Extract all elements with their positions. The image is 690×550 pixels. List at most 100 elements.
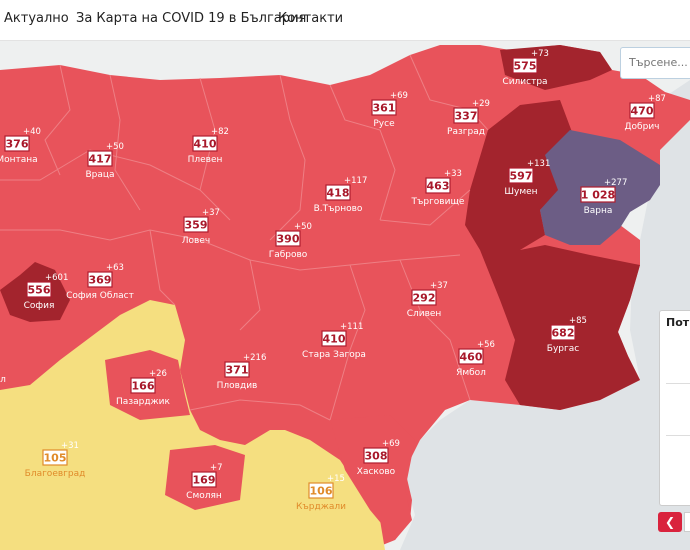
case-count: 417: [89, 153, 112, 166]
province-label[interactable]: 556+601 София: [24, 273, 69, 311]
new-cases: +601: [45, 273, 68, 283]
case-count-box: [4, 135, 30, 152]
province-name: Кърджали: [296, 502, 346, 512]
case-count-box: [453, 107, 479, 124]
new-cases: +73: [531, 49, 549, 59]
province-label[interactable]: 463+33 Търговище: [411, 169, 465, 207]
new-cases: +26: [149, 369, 167, 379]
red-haskovo: [330, 415, 415, 540]
nav-link-current[interactable]: Актуално: [4, 11, 69, 26]
province-name: Хасково: [357, 467, 396, 477]
province-label[interactable]: 418+117 В.Търново: [314, 176, 368, 214]
case-count: 470: [631, 105, 654, 118]
province-label[interactable]: 460+56 Ямбол: [456, 340, 495, 378]
new-cases: +87: [648, 94, 666, 104]
case-count-box: [550, 324, 576, 341]
province-label[interactable]: жил: [0, 375, 6, 385]
province-label[interactable]: 390+50 Габрово: [269, 222, 312, 260]
case-count: 410: [194, 138, 217, 151]
province-label[interactable]: 376+40 Монтана: [0, 127, 41, 165]
case-count: 390: [277, 233, 300, 246]
nav-link-about-map[interactable]: За Карта на COVID 19 в България: [76, 11, 307, 26]
case-count-box: [183, 216, 209, 233]
new-cases: +111: [340, 322, 363, 332]
nav-link-contacts[interactable]: Контакти: [278, 11, 344, 26]
case-count: 556: [28, 284, 51, 297]
case-count: 308: [365, 450, 388, 463]
province-name: Монтана: [0, 155, 38, 165]
province-name: Габрово: [269, 250, 308, 260]
case-count-box: [629, 102, 655, 119]
case-count-box: [224, 361, 250, 378]
new-cases: +37: [202, 208, 220, 218]
new-cases: +40: [23, 127, 41, 137]
case-count: 597: [510, 170, 533, 183]
case-count-box: [192, 135, 218, 152]
dark-silistra: [500, 45, 612, 90]
province-label[interactable]: 169+7 Смолян: [186, 463, 222, 501]
province-label[interactable]: 417+50 Враца: [85, 142, 123, 180]
case-count: 359: [185, 219, 208, 232]
new-cases: +85: [569, 316, 587, 326]
case-count: 410: [323, 333, 346, 346]
search-input[interactable]: [621, 48, 690, 69]
province-name: Стара Загора: [302, 350, 366, 360]
new-cases: +277: [604, 178, 627, 188]
case-count-box: [87, 271, 113, 288]
province-label[interactable]: 470+87 Добрич: [625, 94, 666, 132]
province-label[interactable]: 371+216 Пловдив: [217, 353, 267, 391]
new-cases: +50: [106, 142, 124, 152]
case-count-box: [308, 482, 334, 499]
next-button[interactable]: [684, 512, 690, 532]
province-label[interactable]: 410+111 Стара Загора: [302, 322, 366, 360]
province-name: Благоевград: [25, 469, 86, 479]
case-count-box: [512, 57, 538, 74]
top-navigation: Актуално За Карта на COVID 19 в България…: [0, 0, 690, 41]
case-count: 1 028: [581, 189, 615, 202]
case-count: 166: [132, 380, 155, 393]
previous-button[interactable]: ❮: [658, 512, 682, 532]
panel-divider: [666, 383, 690, 384]
province-label[interactable]: 369+63 София Област: [66, 263, 134, 301]
case-count-box: [87, 150, 113, 167]
province-label[interactable]: 106+15 Кърджали: [296, 474, 346, 512]
case-count: 463: [427, 180, 450, 193]
new-cases: +56: [477, 340, 495, 350]
province-label[interactable]: 105+31 Благоевград: [25, 441, 86, 479]
yellow-region-west: [0, 300, 385, 550]
new-cases: +7: [210, 463, 223, 473]
province-name: Разград: [447, 127, 485, 137]
province-label[interactable]: 308+69 Хасково: [357, 439, 400, 477]
province-label[interactable]: 166+26 Пазарджик: [116, 369, 170, 407]
province-label[interactable]: 410+82 Плевен: [188, 127, 229, 165]
province-label[interactable]: 575+73 Силистра: [502, 49, 549, 87]
province-name: Русе: [373, 119, 395, 129]
case-count-box: [508, 167, 534, 184]
new-cases: +69: [390, 91, 408, 101]
new-cases: +33: [444, 169, 462, 179]
case-count-box: [363, 447, 389, 464]
new-cases: +63: [106, 263, 124, 273]
province-name: София Област: [66, 291, 134, 301]
province-label[interactable]: 359+37 Ловеч: [182, 208, 220, 246]
province-label[interactable]: 682+85 Бургас: [547, 316, 587, 354]
province-label[interactable]: 597+131 Шумен: [504, 159, 550, 197]
province-label[interactable]: 337+29 Разград: [447, 99, 490, 137]
province-name: Сливен: [407, 309, 442, 319]
province-label[interactable]: 361+69 Русе: [371, 91, 408, 129]
panel-divider: [666, 435, 690, 436]
province-label[interactable]: 292+37 Сливен: [407, 281, 448, 319]
province-name: В.Търново: [314, 204, 363, 214]
new-cases: +29: [472, 99, 490, 109]
province-name: Пазарджик: [116, 397, 170, 407]
case-count: 106: [310, 485, 333, 498]
case-count: 369: [89, 274, 112, 287]
case-count-box: [425, 177, 451, 194]
province-name: Шумен: [504, 187, 537, 197]
province-label[interactable]: 1 028+277 Варна: [580, 178, 628, 216]
case-count: 418: [327, 187, 350, 200]
search-box[interactable]: [620, 47, 690, 79]
province-name: Добрич: [625, 122, 660, 132]
province-name: Пловдив: [217, 381, 258, 391]
